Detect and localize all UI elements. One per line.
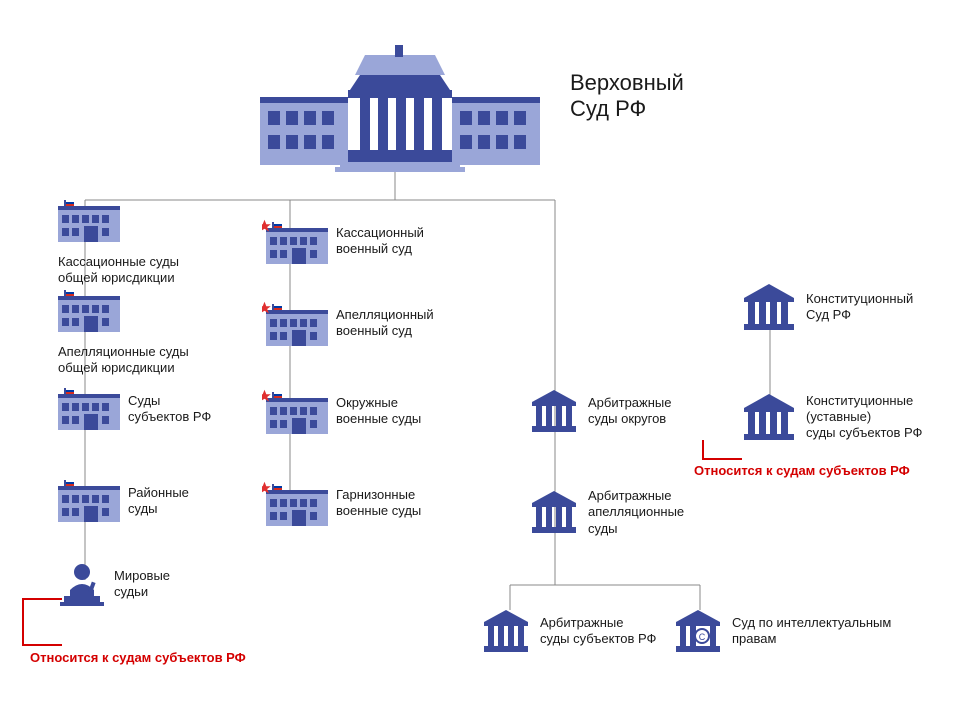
temple-icon: [528, 489, 580, 535]
judge-icon: [58, 560, 106, 608]
supreme-court-icon: [260, 45, 540, 175]
district-courts-node: Районные суды: [58, 480, 189, 522]
district-courts-label: Районные суды: [128, 485, 189, 518]
arb-subject-label: Арбитражные суды субъектов РФ: [540, 615, 656, 648]
cassation-general-label: Кассационные суды общей юрисдикции: [58, 254, 179, 287]
arb-appellate-label: Арбитражные апелляционные суды: [588, 488, 684, 537]
military-building-icon: [262, 300, 328, 346]
cassation-general-node: Кассационные суды общей юрисдикции: [58, 200, 179, 287]
appellate-military-node: Апелляционный военный суд: [262, 300, 434, 346]
appellate-general-node: Апелляционные суды общей юрисдикции: [58, 290, 189, 377]
ip-court-node: C Суд по интеллектуальным правам: [672, 608, 891, 654]
supreme-court: [260, 45, 540, 175]
const-court-node: Конституционный Суд РФ: [740, 282, 913, 332]
military-building-icon: [262, 480, 328, 526]
const-subject-label: Конституционные (уставные) суды субъекто…: [806, 393, 922, 442]
left-annotation-bracket: [22, 598, 62, 646]
cassation-military-label: Кассационный военный суд: [336, 225, 424, 258]
office-building-icon: [58, 200, 120, 242]
office-building-icon: [58, 290, 120, 332]
military-building-icon: [262, 388, 328, 434]
district-military-node: Окружные военные суды: [262, 388, 421, 434]
temple-icon: [480, 608, 532, 654]
right-annotation-text: Относится к судам субъектов РФ: [694, 463, 910, 478]
garrison-military-node: Гарнизонные военные суды: [262, 480, 421, 526]
temple-large-icon: [740, 392, 798, 442]
justices-peace-node: Мировые судьи: [58, 560, 170, 608]
left-annotation-text: Относится к судам субъектов РФ: [30, 650, 246, 665]
subject-courts-node: Суды субъектов РФ: [58, 388, 211, 430]
garrison-military-label: Гарнизонные военные суды: [336, 487, 421, 520]
temple-copyright-icon: C: [672, 608, 724, 654]
office-building-icon: [58, 388, 120, 430]
arb-district-label: Арбитражные суды округов: [588, 395, 671, 428]
arb-subject-node: Арбитражные суды субъектов РФ: [480, 608, 656, 654]
appellate-military-label: Апелляционный военный суд: [336, 307, 434, 340]
appellate-general-label: Апелляционные суды общей юрисдикции: [58, 344, 189, 377]
subject-courts-label: Суды субъектов РФ: [128, 393, 211, 426]
district-military-label: Окружные военные суды: [336, 395, 421, 428]
arb-appellate-node: Арбитражные апелляционные суды: [528, 488, 684, 537]
svg-text:C: C: [699, 632, 706, 642]
const-court-label: Конституционный Суд РФ: [806, 291, 913, 324]
justices-peace-label: Мировые судьи: [114, 568, 170, 601]
office-building-icon: [58, 480, 120, 522]
cassation-military-node: Кассационный военный суд: [262, 218, 424, 264]
right-annotation-bracket: [702, 440, 742, 460]
arb-district-node: Арбитражные суды округов: [528, 388, 671, 434]
military-building-icon: [262, 218, 328, 264]
const-subject-node: Конституционные (уставные) суды субъекто…: [740, 392, 922, 442]
temple-icon: [528, 388, 580, 434]
temple-large-icon: [740, 282, 798, 332]
ip-court-label: Суд по интеллектуальным правам: [732, 615, 891, 648]
supreme-court-title: Верховный Суд РФ: [570, 70, 684, 123]
